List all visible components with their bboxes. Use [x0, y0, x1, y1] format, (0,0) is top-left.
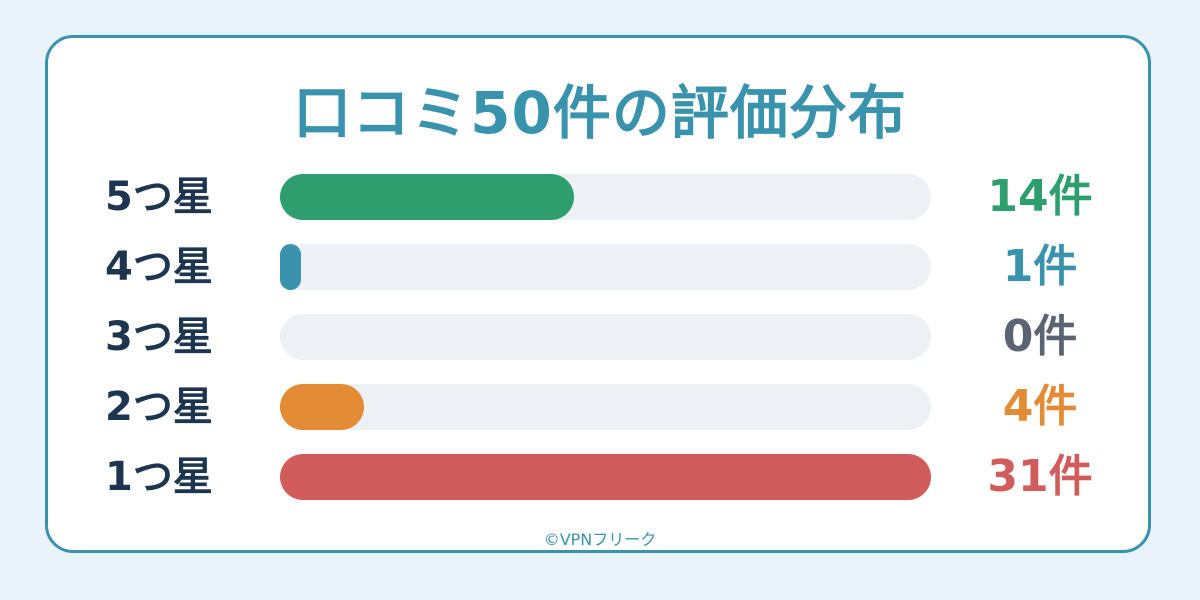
chart-title: 口コミ50件の評価分布	[293, 79, 907, 147]
bar-track-2-star	[280, 384, 931, 430]
bar-track-3-star	[280, 314, 931, 360]
bar-fill-1-star	[280, 454, 931, 500]
bar-count-5-star: 14件	[987, 171, 1093, 222]
bar-fill-5-star	[280, 174, 574, 220]
bar-track-5-star	[280, 174, 931, 220]
bar-count-1-star: 31件	[987, 451, 1093, 502]
bar-track-4-star	[280, 244, 931, 290]
bar-fill-2-star	[280, 384, 364, 430]
bar-count-3-star: 0件	[1002, 311, 1078, 362]
bar-count-4-star: 1件	[1002, 241, 1078, 292]
bar-label-2-star: 2つ星	[105, 384, 213, 430]
bar-label-4-star: 4つ星	[105, 244, 213, 290]
bar-label-1-star: 1つ星	[105, 454, 213, 500]
credit-text: ©VPNフリーク	[543, 530, 657, 549]
bar-label-5-star: 5つ星	[105, 174, 213, 220]
bar-label-3-star: 3つ星	[105, 314, 213, 360]
bar-fill-4-star	[280, 244, 301, 290]
bar-count-2-star: 4件	[1002, 381, 1078, 432]
bar-track-1-star	[280, 454, 931, 500]
